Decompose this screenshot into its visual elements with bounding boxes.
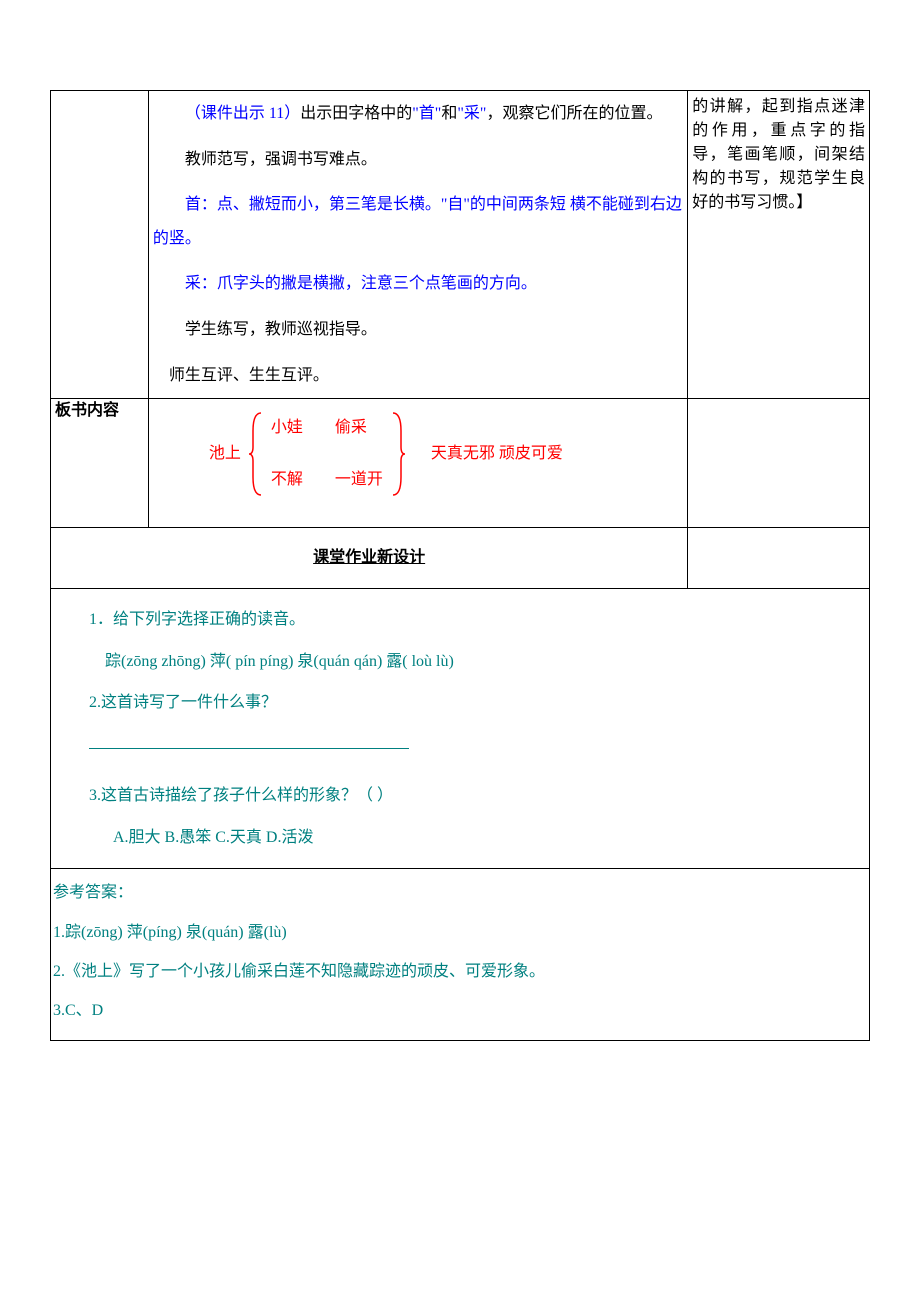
lesson-plan-table: （课件出示 11）出示田字格中的"首"和"采"，观察它们所在的位置。 教师范写，… bbox=[50, 90, 870, 1041]
heading-cell: 课堂作业新设计 bbox=[51, 528, 688, 589]
document-page: （课件出示 11）出示田字格中的"首"和"采"，观察它们所在的位置。 教师范写，… bbox=[50, 90, 870, 1041]
brace-right-icon bbox=[391, 411, 405, 497]
board-bottom-line: 不解 一道开 bbox=[271, 468, 383, 492]
board-label-cell: 板书内容 bbox=[51, 399, 149, 528]
row1-mid-cell: （课件出示 11）出示田字格中的"首"和"采"，观察它们所在的位置。 教师范写，… bbox=[148, 91, 687, 399]
board-mid-cell: 池上 小娃 偷采 不解 一道开 天真无邪 顽皮可爱 bbox=[148, 399, 687, 528]
row-teaching: （课件出示 11）出示田字格中的"首"和"采"，观察它们所在的位置。 教师范写，… bbox=[51, 91, 870, 399]
board-prefix: 池上 bbox=[209, 442, 241, 466]
q1: 1．给下列字选择正确的读音。 bbox=[57, 599, 863, 641]
exercises-cell: 1．给下列字选择正确的读音。 踪(zōng zhōng) 萍( pín píng… bbox=[51, 589, 870, 1041]
q3: 3.这首古诗描绘了孩子什么样的形象？（ ） bbox=[57, 775, 863, 817]
board-top-line: 小娃 偷采 bbox=[271, 416, 367, 440]
brace-lines: 小娃 偷采 不解 一道开 bbox=[271, 416, 383, 492]
row1-p6: 师生互评、生生互评。 bbox=[149, 353, 687, 399]
answer-1: 1.踪(zōng) 萍(píng) 泉(quán) 露(lù) bbox=[53, 913, 867, 952]
answers-block: 参考答案： 1.踪(zōng) 萍(píng) 泉(quán) 露(lù) 2.… bbox=[51, 868, 869, 1040]
q1-options: 踪(zōng zhōng) 萍( pín píng) 泉(quán qán) 露… bbox=[57, 641, 863, 683]
exercise-block: 1．给下列字选择正确的读音。 踪(zōng zhōng) 萍( pín píng… bbox=[51, 589, 869, 868]
p1-text-b: 和 bbox=[441, 105, 457, 122]
p1-quote2: "采" bbox=[457, 105, 486, 122]
p1-quote1: "首" bbox=[412, 105, 441, 122]
answer-3: 3.C、D bbox=[53, 991, 867, 1030]
section-heading: 课堂作业新设计 bbox=[51, 528, 687, 588]
p1-text-c: ，观察它们所在的位置。 bbox=[486, 105, 662, 122]
q2-answer-blank bbox=[89, 730, 409, 749]
row1-left-cell bbox=[51, 91, 149, 399]
row2-right-cell bbox=[688, 399, 870, 528]
q3-options: A.胆大 B.愚笨 C.天真 D.活泼 bbox=[57, 817, 863, 859]
row1-right-cell: 的讲解，起到指点迷津的作用，重点字的指导，笔画笔顺，间架结构的书写，规范学生良好… bbox=[688, 91, 870, 399]
row1-p3: 首：点、撇短而小，第三笔是长横。"自"的中间两条短 横不能碰到右边的竖。 bbox=[149, 182, 687, 261]
answer-2: 2.《池上》写了一个小孩儿偷采白莲不知隐藏踪迹的顽皮、可爱形象。 bbox=[53, 952, 867, 991]
row-board: 板书内容 池上 小娃 偷采 不解 一道开 天真无邪 顽皮可爱 bbox=[51, 399, 870, 528]
p1-text-a: 出示田字格中的 bbox=[300, 105, 412, 122]
courseware-tag: （课件出示 11） bbox=[185, 105, 300, 122]
row3-right-cell bbox=[688, 528, 870, 589]
q2: 2.这首诗写了一件什么事？ bbox=[57, 682, 863, 724]
board-right-text: 天真无邪 顽皮可爱 bbox=[431, 442, 563, 466]
board-diagram: 池上 小娃 偷采 不解 一道开 天真无邪 顽皮可爱 bbox=[149, 399, 687, 527]
row1-p2: 教师范写，强调书写难点。 bbox=[149, 137, 687, 183]
brace-left-icon bbox=[249, 411, 263, 497]
row1-p1: （课件出示 11）出示田字格中的"首"和"采"，观察它们所在的位置。 bbox=[149, 91, 687, 137]
row-exercises: 1．给下列字选择正确的读音。 踪(zōng zhōng) 萍( pín píng… bbox=[51, 589, 870, 1041]
answers-label: 参考答案： bbox=[53, 873, 867, 912]
row1-p5: 学生练写，教师巡视指导。 bbox=[149, 307, 687, 353]
row-heading: 课堂作业新设计 bbox=[51, 528, 870, 589]
row1-p4: 采：爪字头的撇是横撇，注意三个点笔画的方向。 bbox=[149, 261, 687, 307]
